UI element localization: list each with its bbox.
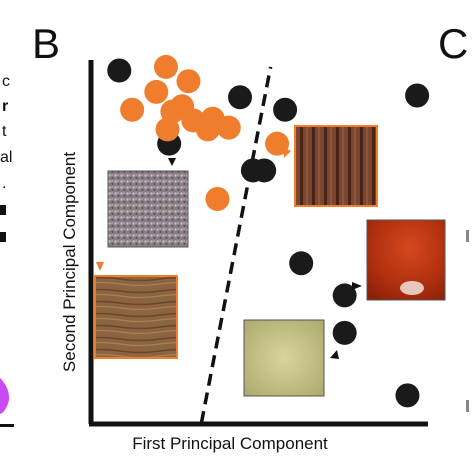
edge-text-1: c bbox=[2, 73, 10, 90]
edge-legend-square-2 bbox=[0, 232, 6, 242]
arrow-marker-stripes bbox=[283, 147, 291, 158]
texture-stripes-image bbox=[294, 125, 378, 207]
edge-text-2: r bbox=[2, 98, 8, 115]
arrow-marker-stipple bbox=[168, 158, 176, 166]
scatter-points bbox=[107, 54, 430, 408]
data-point-series2-6 bbox=[120, 97, 145, 122]
panel-letter-b: B bbox=[32, 20, 60, 67]
data-point-series1-10 bbox=[332, 320, 357, 345]
texture-glossy-red-image bbox=[366, 219, 446, 301]
data-point-series2-9 bbox=[155, 117, 180, 142]
edge-text-5: . bbox=[2, 175, 6, 192]
data-point-series1-4 bbox=[405, 83, 430, 108]
y-axis-label: Second Principal Component bbox=[60, 152, 79, 372]
texture-stipple-image bbox=[107, 170, 189, 248]
arrow-marker-matte-olive bbox=[330, 350, 339, 359]
x-axis-label: First Principal Component bbox=[132, 434, 328, 453]
data-point-series2-12 bbox=[265, 131, 290, 156]
edge-text-4: al bbox=[0, 149, 12, 166]
data-point-series1-8 bbox=[289, 251, 314, 276]
texture-inset-wood bbox=[94, 262, 178, 359]
texture-inset-stripes bbox=[283, 125, 378, 207]
axes: First Principal Component Second Princip… bbox=[60, 60, 428, 453]
panel-letter-c: C bbox=[438, 20, 468, 67]
edge-text-3: t bbox=[2, 123, 7, 140]
texture-wood-image bbox=[94, 275, 178, 359]
glossy-highlight bbox=[400, 281, 424, 295]
left-panel-fragment: c r t al . bbox=[0, 73, 14, 427]
data-point-series1-1 bbox=[107, 58, 132, 83]
data-point-series2-1 bbox=[153, 54, 178, 79]
arrow-marker-wood bbox=[96, 262, 104, 271]
data-point-series2-10 bbox=[195, 117, 220, 142]
data-point-series1-3 bbox=[273, 97, 298, 122]
data-point-series2-3 bbox=[144, 79, 169, 104]
edge-tick-2 bbox=[466, 400, 469, 412]
edge-axis-stub bbox=[0, 424, 14, 427]
texture-matte-olive-image bbox=[243, 319, 325, 397]
data-point-series1-9 bbox=[332, 283, 357, 308]
edge-legend-square-1 bbox=[0, 205, 6, 215]
texture-inset-glossy-red bbox=[352, 219, 446, 301]
data-point-series1-11 bbox=[395, 383, 420, 408]
edge-tick-1 bbox=[466, 230, 469, 242]
right-panel-fragment bbox=[466, 230, 469, 412]
data-point-series2-2 bbox=[176, 69, 201, 94]
edge-purple-blob bbox=[0, 378, 10, 414]
arrow-marker-glossy-red bbox=[352, 282, 362, 290]
texture-inset-stipple bbox=[107, 158, 189, 248]
decision-boundary-line bbox=[199, 66, 273, 424]
data-point-series1-2 bbox=[228, 85, 253, 110]
texture-inset-matte-olive bbox=[243, 319, 339, 397]
data-point-series2-13 bbox=[205, 187, 230, 212]
data-point-series2-11 bbox=[216, 115, 241, 140]
data-point-series1-7 bbox=[252, 158, 277, 183]
